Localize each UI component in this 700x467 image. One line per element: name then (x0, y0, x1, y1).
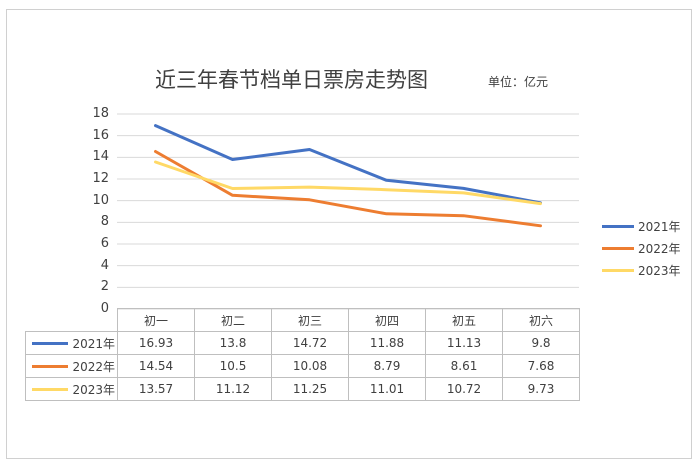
table-cell: 11.12 (194, 377, 272, 401)
y-tick-label: 18 (92, 106, 109, 121)
y-tick-label: 14 (92, 149, 109, 165)
table-series-name: 2022年 (72, 359, 115, 374)
legend-label-2023: 2023年 (638, 263, 681, 278)
y-tick-label: 10 (92, 192, 109, 208)
table-cell: 14.72 (271, 331, 349, 355)
y-tick-label: 4 (100, 257, 109, 273)
table-row-2021: 2021年 16.93 13.8 14.72 11.88 11.13 9.8 (25, 331, 580, 355)
table-row-2023: 2023年 13.57 11.12 11.25 11.01 10.72 9.73 (25, 377, 580, 401)
legend-swatch-2023 (602, 268, 634, 272)
table-cell: 16.93 (117, 331, 195, 355)
table-cell: 13.8 (194, 331, 272, 355)
table-cell: 10.72 (425, 377, 503, 401)
legend-item-2022: 2022年 (602, 240, 681, 256)
category-label: 初二 (194, 308, 272, 332)
series-line-2022年 (154, 150, 542, 228)
table-series-key-2022: 2022年 (25, 354, 118, 378)
table-corner (25, 308, 118, 332)
category-label: 初一 (117, 308, 195, 332)
table-cell: 13.57 (117, 377, 195, 401)
table-series-key-2023: 2023年 (25, 377, 118, 401)
legend-label-2022: 2022年 (638, 241, 681, 256)
table-key-swatch-2022 (32, 365, 68, 368)
category-label: 初六 (502, 308, 580, 332)
table-series-key-2021: 2021年 (25, 331, 118, 355)
table-cell: 10.08 (271, 354, 349, 378)
table-cell: 10.5 (194, 354, 272, 378)
category-label: 初三 (271, 308, 349, 332)
table-key-swatch-2023 (32, 388, 68, 391)
legend-swatch-2022 (602, 246, 634, 250)
table-cell: 9.8 (502, 331, 580, 355)
category-label: 初五 (425, 308, 503, 332)
y-tick-label: 12 (92, 171, 109, 186)
table-header-row: 初一 初二 初三 初四 初五 初六 (25, 308, 580, 332)
category-label: 初四 (348, 308, 426, 332)
data-table: 初一 初二 初三 初四 初五 初六 2021年 16.93 13.8 14.72… (25, 308, 580, 401)
series-line-2023年 (154, 160, 542, 206)
y-tick-label: 16 (92, 127, 109, 143)
table-cell: 7.68 (502, 354, 580, 378)
table-cell: 8.79 (348, 354, 426, 378)
table-cell: 9.73 (502, 377, 580, 401)
legend-item-2021: 2021年 (602, 218, 681, 234)
chart-title: 近三年春节档单日票房走势图 (155, 68, 428, 92)
table-cell: 11.01 (348, 377, 426, 401)
table-cell: 14.54 (117, 354, 195, 378)
table-cell: 11.88 (348, 331, 426, 355)
table-row-2022: 2022年 14.54 10.5 10.08 8.79 8.61 7.68 (25, 354, 580, 378)
legend-item-2023: 2023年 (602, 262, 681, 278)
legend-swatch-2021 (602, 224, 634, 228)
table-cell: 11.25 (271, 377, 349, 401)
series-line-2021年 (154, 124, 542, 205)
table-series-name: 2023年 (72, 382, 115, 397)
table-cell: 8.61 (425, 354, 503, 378)
y-tick-label: 6 (100, 236, 109, 251)
table-series-name: 2021年 (72, 336, 115, 351)
legend-label-2021: 2021年 (638, 219, 681, 234)
table-cell: 11.13 (425, 331, 503, 355)
unit-label: 单位：亿元 (488, 75, 549, 89)
table-key-swatch-2021 (32, 342, 68, 345)
y-tick-label: 2 (100, 279, 109, 295)
y-tick-label: 8 (100, 214, 109, 230)
